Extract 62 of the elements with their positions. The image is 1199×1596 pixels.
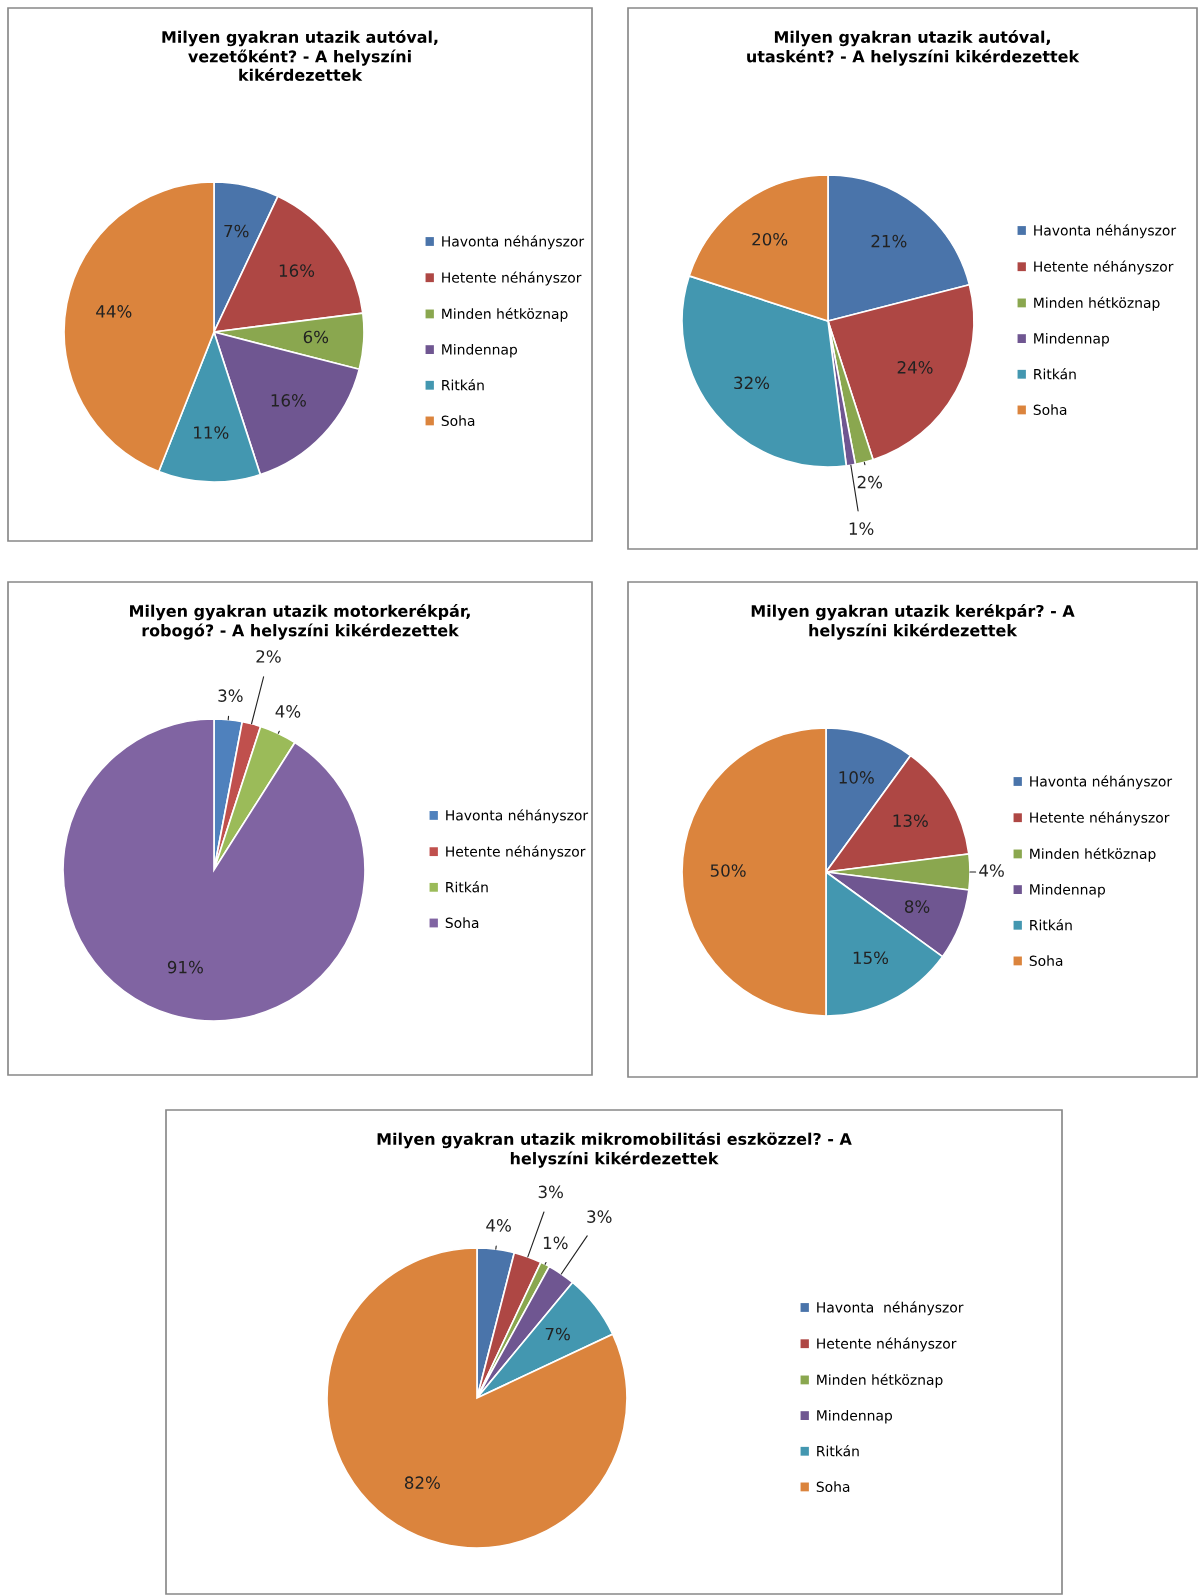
legend-label: Havonta néhányszor (446, 809, 589, 824)
data-label: 3% (218, 689, 243, 702)
data-label: 82% (404, 1476, 440, 1489)
data-label: 15% (853, 951, 889, 965)
legend-label: Soha (445, 917, 479, 929)
legend-label: Minden hétköznap (1030, 847, 1156, 862)
data-label: 7% (545, 1327, 570, 1341)
data-label: 10% (839, 771, 874, 784)
legend-label: Havonta néhányszor (1030, 775, 1173, 790)
data-label: 2% (857, 475, 883, 489)
data-label: 50% (710, 864, 746, 877)
legend-label: Ritkán (817, 1445, 859, 1457)
legend-label: Hetente néhányszor (442, 271, 582, 286)
chart-title: Milyen gyakran utazik kerékpár? - A helyszíni kikérdezettek (751, 604, 1075, 640)
data-label: 1% (849, 522, 874, 535)
data-label: 32% (734, 376, 770, 390)
legend-label: Minden hétköznap (1034, 296, 1160, 311)
data-label: 8% (904, 900, 930, 913)
legend-label: Soha (441, 415, 475, 427)
legend-label: Ritkán (1034, 368, 1076, 380)
data-label: 7% (224, 224, 249, 238)
data-label: 3% (587, 1210, 612, 1223)
legend-label: Hetente néhányszor (817, 1337, 957, 1352)
data-label: 21% (871, 234, 907, 248)
chart-title: Milyen gyakran utazik autóval, utasként? - A helyszíni kikérdezettek (747, 30, 1080, 66)
data-label: 20% (752, 232, 788, 246)
data-label: 6% (303, 330, 329, 344)
data-label: 4% (486, 1219, 511, 1232)
legend-label: Mindennap (817, 1409, 893, 1424)
data-label: 91% (167, 960, 203, 974)
data-label: 1% (543, 1236, 568, 1250)
legend-label: Ritkán (442, 379, 484, 391)
legend-label: Hetente néhányszor (1034, 260, 1174, 275)
legend-label: Hetente néhányszor (446, 845, 586, 860)
legend-label: Mindennap (1030, 883, 1106, 898)
chart-title: Milyen gyakran utazik autóval, vezetőként? - A helyszíni kikérdezettek (162, 30, 438, 82)
chart-title: Milyen gyakran utazik mikromobilitási eszközzel? - A helyszíni kikérdezettek (377, 1132, 852, 1168)
data-label: 13% (893, 814, 928, 827)
legend-label: Mindennap (1034, 332, 1110, 347)
legend-label: Ritkán (446, 881, 488, 893)
legend-label: Soha (1033, 404, 1067, 416)
data-label: 4% (275, 705, 301, 718)
data-label: 11% (194, 426, 229, 439)
legend-label: Minden hétköznap (817, 1373, 943, 1388)
data-label: 3% (538, 1185, 563, 1199)
pie-slice (62, 718, 366, 1022)
legend-label: Mindennap (442, 343, 518, 358)
data-label: 24% (897, 361, 933, 374)
legend-label: Havonta néhányszor (1034, 224, 1177, 239)
legend-label: Ritkán (1030, 919, 1072, 931)
data-label: 16% (271, 394, 306, 407)
legend-label: Minden hétköznap (442, 307, 568, 322)
data-label: 4% (979, 864, 1004, 877)
legend-label: Havonta néhányszor (442, 235, 585, 250)
legend-label: Hetente néhányszor (1030, 811, 1170, 826)
data-label: 16% (279, 264, 315, 277)
legend-label: Soha (1029, 955, 1063, 967)
chart-title: Milyen gyakran utazik motorkerékpár, robogó? - A helyszíni kikérdezettek (130, 604, 470, 640)
data-label: 2% (256, 650, 281, 663)
data-label: 44% (96, 305, 132, 318)
legend-label: Soha (816, 1481, 850, 1493)
legend-label: Havonta néhányszor (817, 1301, 964, 1316)
